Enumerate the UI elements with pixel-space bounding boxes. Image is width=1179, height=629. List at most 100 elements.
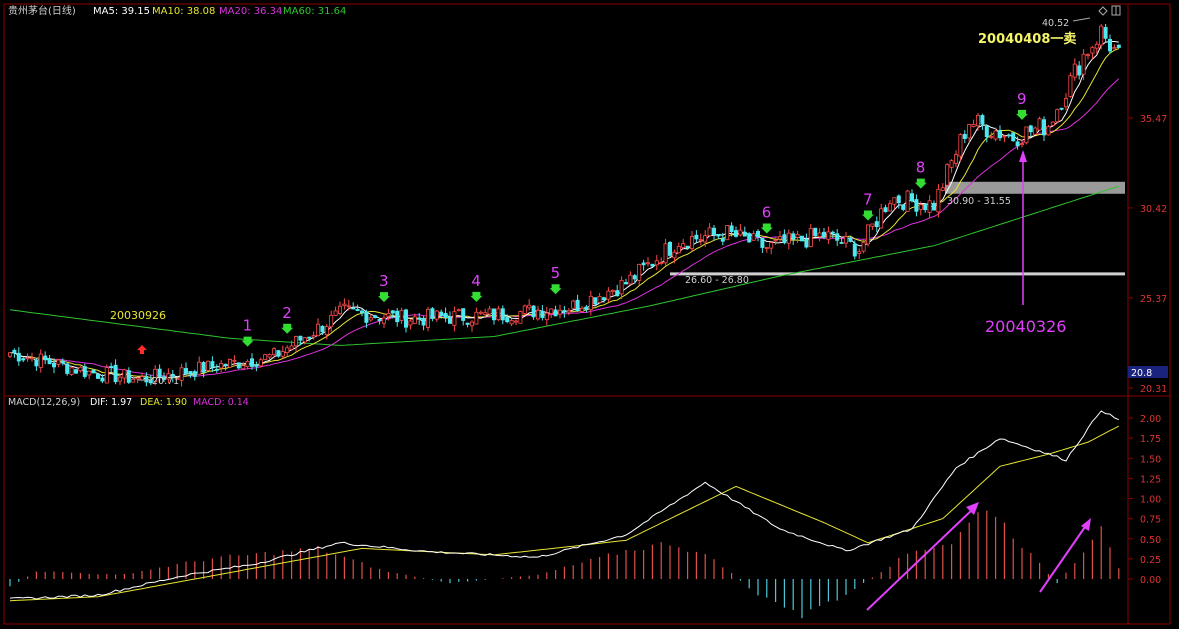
candle-body [139, 376, 144, 381]
candle-body [936, 188, 941, 213]
candle-body [135, 377, 140, 380]
candle-body [205, 360, 210, 371]
candle [949, 159, 954, 173]
candle [971, 119, 976, 128]
candle-body [509, 320, 514, 325]
candle-body [280, 351, 285, 357]
candle-body [602, 297, 607, 301]
candle-body [232, 359, 237, 362]
candle-body [271, 348, 276, 356]
candle [500, 305, 505, 325]
candle [1037, 116, 1042, 131]
candle [927, 195, 932, 219]
candle-body [531, 305, 536, 318]
candle-body [254, 364, 259, 367]
candle-body [1006, 134, 1011, 137]
candle [580, 306, 585, 313]
candle [285, 345, 290, 357]
candle [192, 369, 197, 381]
candle-body [571, 300, 576, 309]
high-pointer [1072, 17, 1091, 22]
candle [254, 361, 259, 372]
candle-body [870, 223, 875, 227]
candle [905, 189, 910, 212]
zone-low-label: 26.60 - 26.80 [685, 275, 749, 286]
candle [82, 363, 87, 379]
candle [91, 368, 96, 374]
candle [1081, 49, 1086, 81]
candle-body [505, 317, 510, 323]
candle [96, 373, 101, 380]
candle [531, 305, 536, 320]
candle-body [192, 371, 197, 377]
candle [654, 255, 659, 271]
candle-body [949, 160, 954, 168]
macd-tick-label: 0.75 [1140, 515, 1161, 526]
candle-body [7, 352, 12, 357]
candle [628, 271, 633, 285]
candle-body [469, 321, 474, 327]
candle [694, 230, 699, 243]
price-tick-label: 20.31 [1140, 384, 1167, 395]
candle-body [927, 200, 932, 213]
low-price-label: 20.71 [152, 376, 179, 387]
candle [1042, 116, 1047, 141]
candle-body [980, 115, 985, 125]
candle [1072, 58, 1077, 81]
buy-signal-number: 6 [762, 203, 772, 221]
candle-body [118, 376, 123, 382]
candle [104, 364, 109, 384]
candle-body [808, 228, 813, 248]
macd-trend-arrow-1 [866, 502, 979, 611]
candle-body [1112, 47, 1117, 50]
candle-body [329, 314, 334, 328]
diamond-icon[interactable] [1098, 6, 1108, 16]
candle-body [932, 202, 937, 211]
candle [962, 130, 967, 144]
candle-body [866, 224, 871, 245]
macd-lines [9, 410, 1120, 602]
candle [78, 366, 83, 373]
candle-body [703, 235, 708, 243]
candle [1059, 107, 1064, 111]
candle [74, 368, 79, 375]
candle [131, 376, 136, 383]
candle-body [707, 227, 712, 237]
candle [153, 365, 158, 386]
candle-body [690, 236, 695, 249]
candle [852, 240, 857, 260]
candle-body [351, 307, 356, 310]
candle-body [756, 231, 761, 238]
candle [910, 189, 915, 203]
candle-body [487, 308, 492, 315]
buy-signal-8: 8 [914, 159, 927, 189]
candle-body [1028, 125, 1033, 133]
candle-body [641, 262, 646, 266]
buy-signal-number: 2 [282, 304, 292, 322]
candle-body [21, 358, 26, 361]
candle-body [201, 362, 206, 373]
candle [1112, 44, 1117, 50]
candle [817, 228, 822, 242]
macd-axis: 2.00 1.75 1.50 1.25 1.00 0.75 0.50 0.25 0.00 [1128, 414, 1161, 586]
candle-body [311, 335, 316, 338]
candle-body [214, 368, 219, 371]
candle-body [1081, 53, 1086, 75]
candle [329, 310, 334, 332]
candle [760, 237, 765, 254]
candle-body [1094, 43, 1099, 49]
candle-body [883, 207, 888, 213]
candle [271, 347, 276, 359]
candle [813, 227, 818, 237]
candle-body [47, 358, 52, 365]
candle-body [346, 305, 351, 308]
candle [641, 259, 646, 271]
candle [474, 307, 479, 325]
panel-controls[interactable] [1098, 5, 1121, 16]
candle-body [747, 233, 752, 243]
current-price-value: 20.8 [1131, 368, 1152, 379]
candle [940, 183, 945, 192]
candle [390, 309, 395, 319]
candle [452, 306, 457, 332]
